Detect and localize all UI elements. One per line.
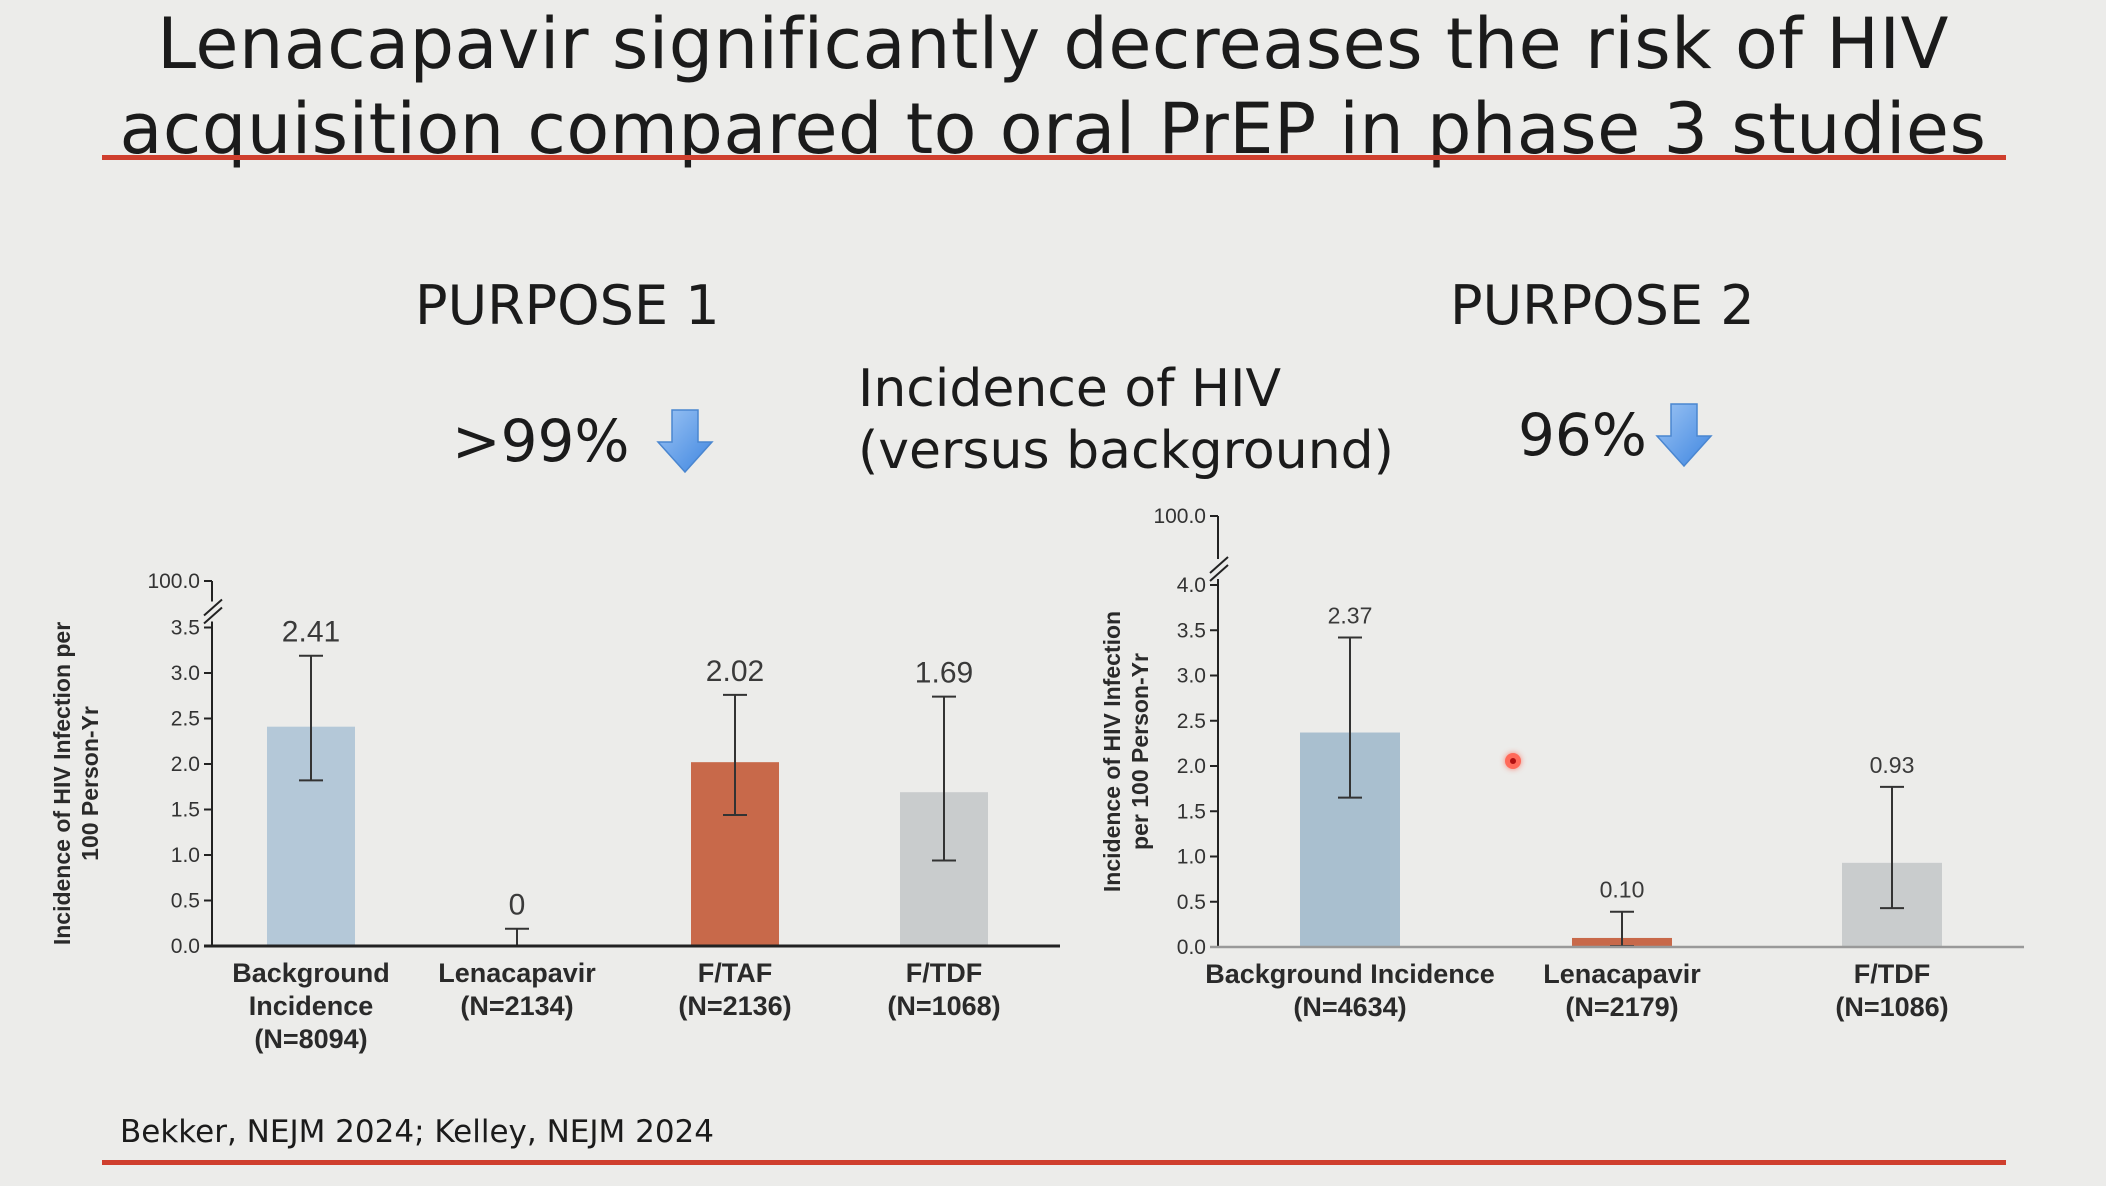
p2-value-label: 2.37	[1328, 602, 1373, 628]
p2-y-tick-label: 3.5	[1177, 619, 1206, 642]
p2-y-axis-title-line: Incidence of HIV Infection	[1099, 611, 1125, 892]
p1-y-tick-label: 1.5	[171, 799, 200, 822]
down-arrow-icon	[1655, 403, 1713, 468]
p1-value-label: 0	[509, 889, 526, 922]
p2-y-tick-label: 2.5	[1177, 710, 1206, 733]
p2-y-tick-label: 0.0	[1177, 936, 1206, 959]
p1-axis-break-mark	[203, 598, 223, 617]
p2-y-tick-label: 1.0	[1177, 846, 1206, 869]
p2-category-label: (N=1086)	[1835, 992, 1948, 1022]
citation: Bekker, NEJM 2024; Kelley, NEJM 2024	[120, 1114, 714, 1150]
purpose-2-reduction: 96%	[1518, 402, 1713, 468]
p2-category-label: F/TDF	[1854, 959, 1930, 989]
p1-y-tick-label: 2.0	[171, 753, 200, 776]
purpose-1-reduction: >99%	[452, 408, 714, 474]
p2-y-tick-label: 2.0	[1177, 755, 1206, 778]
p2-value-label: 0.10	[1600, 877, 1645, 903]
p1-y-tick-label: 3.0	[171, 662, 200, 685]
incidence-note-line-1: Incidence of HIV	[858, 359, 1282, 419]
incidence-note-line-2: (versus background)	[858, 421, 1394, 481]
p1-axis-break-mark	[203, 606, 223, 625]
purpose-2-reduction-value: 96%	[1518, 401, 1647, 469]
p1-y-tick-label: 3.5	[171, 617, 200, 640]
p1-category-label: F/TDF	[906, 958, 982, 988]
p1-value-label: 2.02	[706, 655, 764, 688]
p1-y-axis-title-line: Incidence of HIV Infection per	[49, 622, 75, 945]
p1-category-label: (N=1068)	[887, 991, 1000, 1021]
p2-y-axis-title: Incidence of HIV Infectionper 100 Person…	[1099, 611, 1153, 892]
p1-y-tick-label: 100.0	[147, 570, 200, 593]
p2-value-label: 0.93	[1870, 752, 1915, 778]
title-underline	[102, 155, 2006, 160]
purpose-2-label: PURPOSE 2	[1450, 274, 1755, 337]
purpose-2-bar-chart: Incidence of HIV Infectionper 100 Person…	[1099, 505, 2024, 1022]
p1-category-label: Background	[232, 958, 390, 988]
p2-y-axis-title-line: per 100 Person-Yr	[1127, 653, 1153, 850]
p1-y-tick-label: 0.5	[171, 890, 200, 913]
p1-category-label: F/TAF	[698, 958, 772, 988]
purpose-1-bar-chart: Incidence of HIV Infection per100 Person…	[49, 570, 1060, 1054]
p2-category-label: (N=2179)	[1565, 992, 1678, 1022]
slide-title-line-1: Lenacapavir significantly decreases the …	[157, 3, 1949, 85]
p2-y-tick-label: 0.5	[1177, 891, 1206, 914]
p2-y-tick-label: 100.0	[1153, 505, 1206, 528]
laser-pointer-dot	[1505, 753, 1521, 769]
p2-axis-break-mark	[1209, 556, 1229, 574]
p1-value-label: 2.41	[282, 616, 340, 649]
p1-category-label: Lenacapavir	[438, 958, 596, 988]
p1-category-label: Incidence	[249, 991, 374, 1021]
p2-y-tick-label: 3.0	[1177, 665, 1206, 688]
p1-y-axis-title: Incidence of HIV Infection per100 Person…	[49, 622, 103, 945]
p2-category-label: (N=4634)	[1293, 992, 1406, 1022]
p1-y-tick-label: 0.0	[171, 935, 200, 958]
p1-value-label: 1.69	[915, 657, 973, 690]
incidence-note: Incidence of HIV (versus background)	[858, 358, 1394, 482]
p1-y-tick-label: 1.0	[171, 844, 200, 867]
p2-y-tick-label: 4.0	[1177, 574, 1206, 597]
p1-y-tick-label: 2.5	[171, 708, 200, 731]
purpose-1-reduction-value: >99%	[452, 407, 630, 475]
slide-title: Lenacapavir significantly decreases the …	[100, 2, 2006, 172]
p1-category-label: (N=2136)	[678, 991, 791, 1021]
down-arrow-icon	[655, 409, 714, 474]
p2-y-tick-label: 1.5	[1177, 800, 1206, 823]
purpose-1-label: PURPOSE 1	[415, 274, 720, 337]
p2-axis-break-mark	[1209, 564, 1229, 582]
p1-category-label: (N=2134)	[460, 991, 573, 1021]
p1-category-label: (N=8094)	[254, 1024, 367, 1054]
footer-rule	[102, 1160, 2006, 1165]
p2-category-label: Lenacapavir	[1543, 959, 1701, 989]
p2-category-label: Background Incidence	[1205, 959, 1495, 989]
p1-y-axis-title-line: 100 Person-Yr	[77, 706, 103, 861]
